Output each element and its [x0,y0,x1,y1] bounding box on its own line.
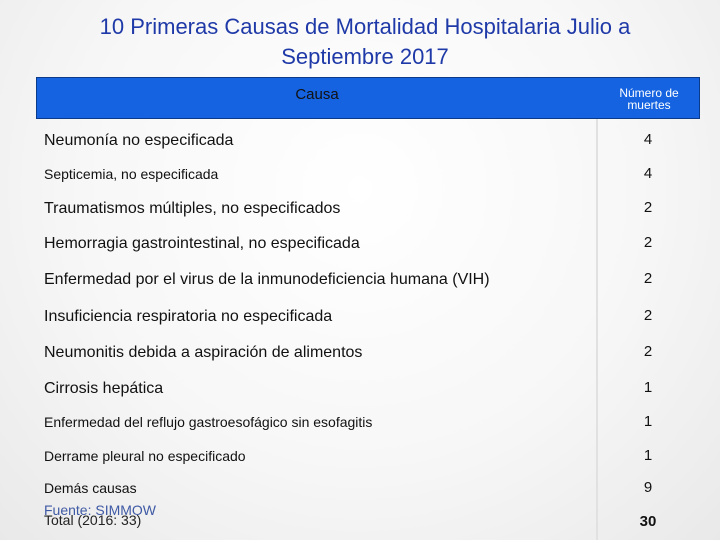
row-cause: Insuficiencia respiratoria no especifica… [44,308,333,325]
mortality-table: Causa Número de muertes Neumonía no espe… [36,77,700,540]
row-cause: Cirrosis hepática [44,380,164,397]
table-row: Neumonitis debida a aspiración de alimen… [36,335,700,369]
row-cause: Neumonía no especificada [44,132,234,149]
title-line-1: 10 Primeras Causas de Mortalidad Hospita… [99,14,631,39]
row-cause: Septicemia, no especificada [44,166,219,182]
row-deaths: 2 [643,343,653,360]
row-cause: Hemorragia gastrointestinal, no especifi… [44,235,360,252]
table-row: Neumonía no especificada 4 [36,123,700,157]
table-header: Causa Número de muertes [36,77,700,119]
row-deaths: 1 [643,379,653,396]
row-cause: Enfermedad por el virus de la inmunodefi… [44,271,490,288]
header-deaths-line-1: Número de [619,86,679,100]
table-row: Septicemia, no especificada 4 [36,157,700,191]
row-cause: Derrame pleural no especificado [44,448,246,464]
row-cause: Enfermedad del reflujo gastroesofágico s… [44,414,373,430]
row-cause: Demás causas [44,480,137,496]
row-deaths: 9 [643,479,653,496]
header-deaths-line-2: muertes [627,98,671,112]
table-row: Derrame pleural no especificado 1 [36,439,700,473]
table-row: Traumatismos múltiples, no especificados… [36,191,700,225]
table-row: Insuficiencia respiratoria no especifica… [36,299,700,333]
source-note: Fuente: SIMMOW [44,502,157,518]
table-row: Cirrosis hepática 1 [36,371,700,405]
header-deaths: Número de muertes [603,87,695,111]
table-row: Enfermedad por el virus de la inmunodefi… [36,262,700,296]
table-row: Hemorragia gastrointestinal, no especifi… [36,226,700,260]
header-cause: Causa [295,86,339,103]
title-line-2: Septiembre 2017 [281,44,449,69]
row-deaths: 4 [643,131,653,148]
column-divider [596,119,598,540]
row-cause: Neumonitis debida a aspiración de alimen… [44,344,363,361]
table-row: Enfermedad del reflujo gastroesofágico s… [36,405,700,439]
total-label: Total (2016: 33) [44,512,142,528]
row-cause: Traumatismos múltiples, no especificados [44,200,341,217]
row-deaths: 2 [643,270,653,287]
row-deaths: 1 [643,447,653,464]
total-deaths: 30 [639,513,657,530]
row-deaths: 2 [643,199,653,216]
table-row: Demás causas 9 [36,471,700,505]
row-deaths: 4 [643,165,653,182]
slide-title: 10 Primeras Causas de Mortalidad Hospita… [40,12,690,72]
row-deaths: 2 [643,307,653,324]
row-deaths: 1 [643,413,653,430]
row-deaths: 2 [643,234,653,251]
